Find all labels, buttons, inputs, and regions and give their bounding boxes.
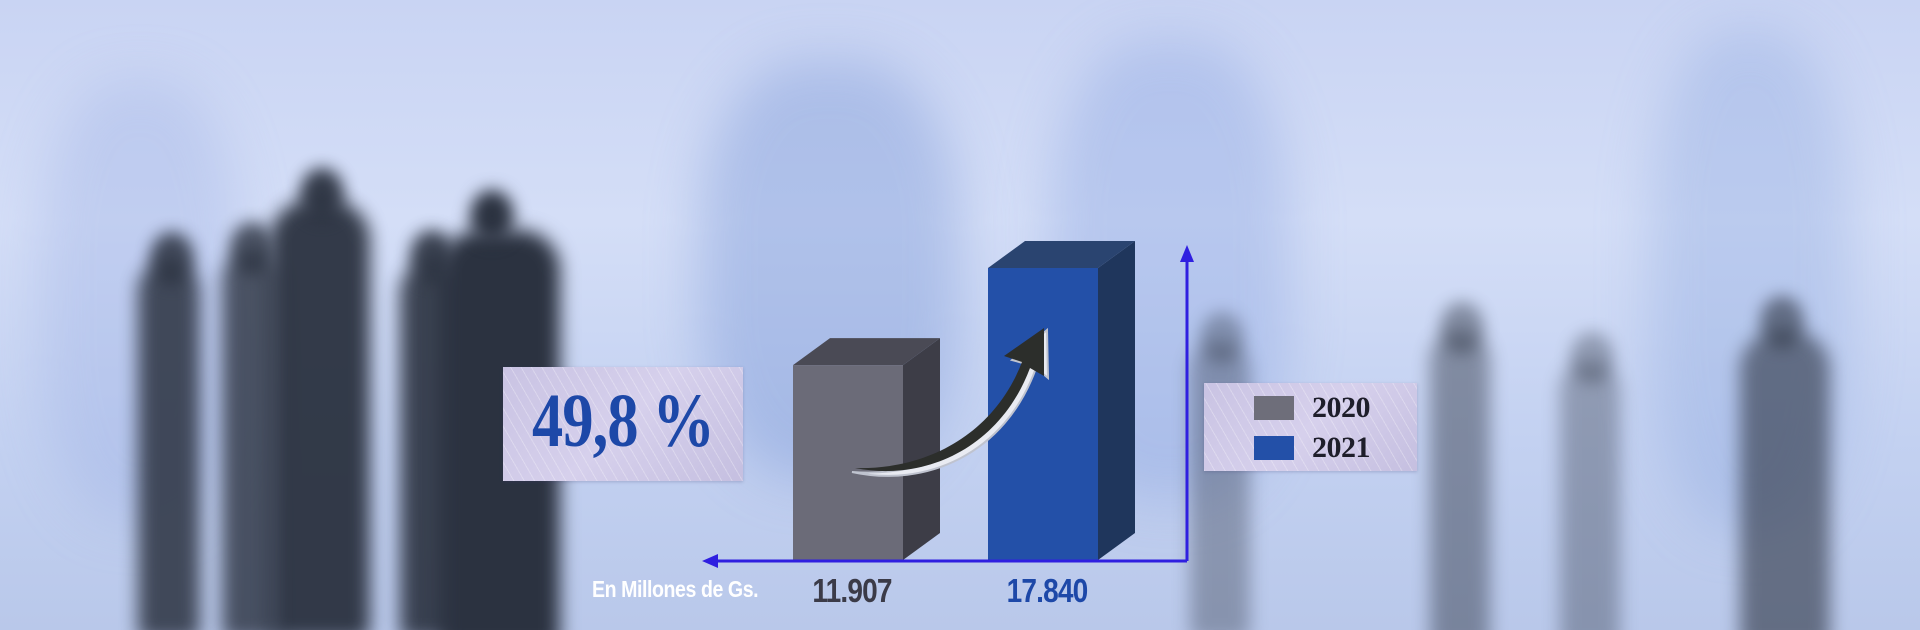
background-person-head [230,222,274,274]
bar-2020 [793,365,903,560]
bar-top-2020 [793,338,940,366]
bar-value-label-2021: 17.840 [1006,572,1089,609]
bar-side-2020 [903,338,940,560]
background-person-head [470,190,514,242]
growth-badge: 49,8 % [503,367,743,481]
growth-percentage: 49,8 % [531,379,715,463]
bar-value-label-2020: 11.907 [812,572,892,609]
x-axis-arrowhead [702,554,718,568]
background-person [1430,330,1490,630]
legend-swatch-2021 [1254,436,1294,460]
legend-item-2020: 2020 [1254,391,1371,424]
y-axis-arrowhead [1180,245,1194,262]
legend-swatch-2020 [1254,396,1294,420]
growth-arrow [855,328,1044,472]
background-person-head [150,232,194,284]
bar-top-2021 [988,241,1135,268]
legend-label-2020: 2020 [1312,391,1371,424]
background-person-head [1570,332,1614,384]
background-person-head [1440,302,1484,354]
bar-side-2021 [1098,241,1135,560]
background-person-head [1760,296,1804,348]
background-person [1740,330,1830,630]
background-person-head [1200,312,1244,364]
background-person [138,260,200,630]
background-person [270,200,370,630]
unit-label: En Millones de Gs. [592,576,759,602]
legend-label-2021: 2021 [1312,431,1371,464]
background-person [1560,360,1620,630]
background-person-head [300,168,344,220]
legend: 2020 2021 [1204,383,1417,471]
legend-item-2021: 2021 [1254,431,1371,464]
